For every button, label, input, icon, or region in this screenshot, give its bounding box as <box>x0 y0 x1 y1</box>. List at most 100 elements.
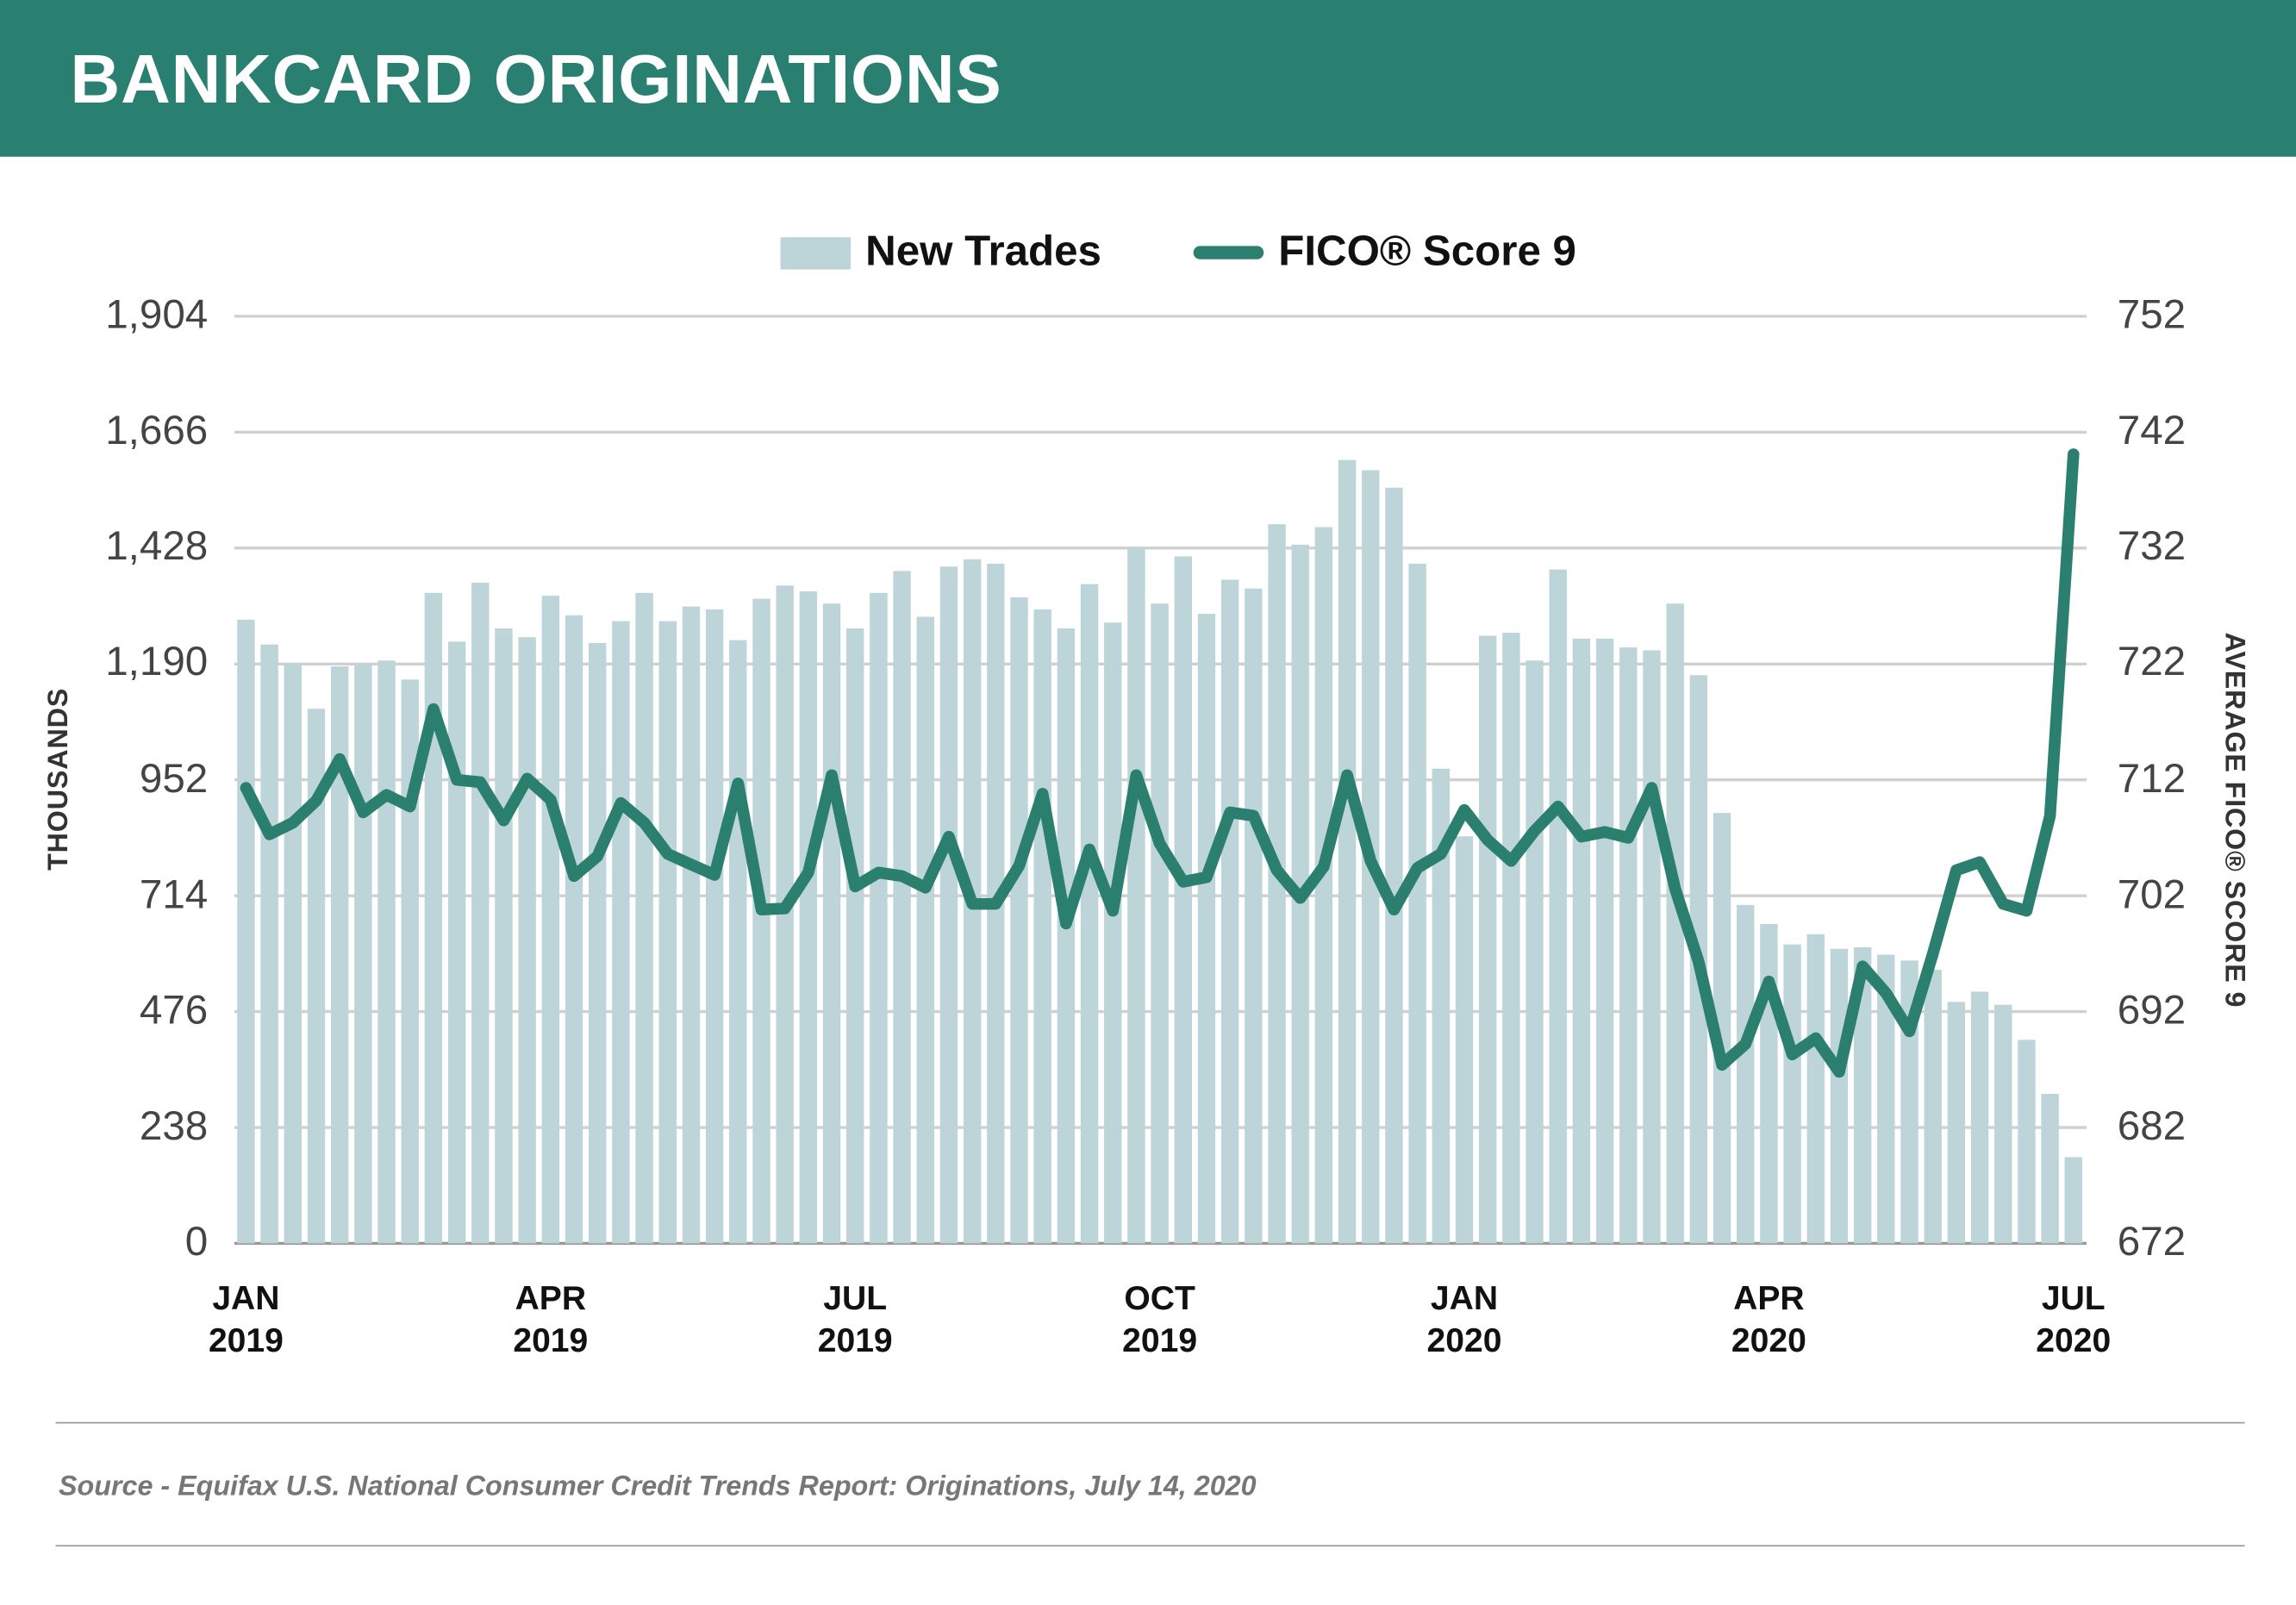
y-tick-left: 1,190 <box>105 639 209 685</box>
bar-new-trades <box>729 640 747 1244</box>
bar-new-trades <box>1127 547 1145 1244</box>
bar-new-trades <box>1666 603 1684 1244</box>
y-tick-right: 742 <box>2117 407 2187 453</box>
bar-new-trades <box>1268 524 1286 1244</box>
bar-new-trades <box>1924 970 1942 1244</box>
bar-new-trades <box>1151 603 1169 1244</box>
bar-new-trades <box>401 679 419 1244</box>
bar-new-trades <box>1760 923 1778 1244</box>
source-note: Source - Equifax U.S. National Consumer … <box>58 1471 1257 1503</box>
y-tick-left: 1,904 <box>105 291 209 337</box>
y-tick-left: 714 <box>139 871 209 916</box>
bar-new-trades <box>565 615 583 1244</box>
y-tick-right: 692 <box>2117 986 2187 1033</box>
chart-title: BANKCARD ORIGINATIONS <box>70 39 1002 117</box>
bar-new-trades <box>424 592 443 1244</box>
y-tick-left: 476 <box>139 986 209 1033</box>
y-tick-right: 682 <box>2117 1102 2187 1148</box>
bar-new-trades <box>237 619 255 1244</box>
legend-label: FICO® Score 9 <box>1278 228 1576 276</box>
x-tick-month: APR <box>1733 1278 1805 1317</box>
header-band: BANKCARD ORIGINATIONS <box>0 0 2296 157</box>
legend-item-fico: FICO® Score 9 <box>1193 228 1576 277</box>
y-tick-right: 702 <box>2117 871 2187 916</box>
x-tick: JAN 2019 <box>180 1277 312 1363</box>
bar-new-trades <box>846 628 864 1244</box>
bar-new-trades <box>1010 596 1028 1244</box>
bar-new-trades <box>1057 628 1076 1244</box>
bar-new-trades <box>2041 1094 2059 1244</box>
bar-new-trades <box>1619 647 1638 1244</box>
bar-new-trades <box>893 571 911 1244</box>
y-axis-title-left: THOUSANDS <box>43 687 75 871</box>
y-tick-right: 672 <box>2117 1218 2187 1265</box>
legend-swatch-bar <box>780 236 852 269</box>
bar-new-trades <box>1385 487 1403 1244</box>
x-tick: APR 2020 <box>1703 1277 1835 1363</box>
x-tick-month: OCT <box>1124 1278 1195 1317</box>
x-tick-year: 2020 <box>1731 1321 1806 1359</box>
x-tick-month: JUL <box>2041 1278 2106 1317</box>
bar-new-trades <box>682 606 701 1244</box>
bar-new-trades <box>447 641 466 1244</box>
bar-new-trades <box>1455 836 1474 1244</box>
x-tick-month: JAN <box>1430 1278 1499 1317</box>
bar-new-trades <box>1104 622 1122 1244</box>
x-tick-year: 2019 <box>208 1321 284 1359</box>
bar-new-trades <box>1713 813 1731 1244</box>
bar-new-trades <box>1197 614 1216 1244</box>
y-tick-left: 952 <box>139 754 209 801</box>
bar-new-trades <box>377 660 396 1244</box>
bar-new-trades <box>870 592 888 1244</box>
bar-new-trades <box>1970 991 1989 1244</box>
y-tick-left: 238 <box>139 1102 209 1148</box>
x-tick-year: 2019 <box>817 1321 893 1359</box>
bar-new-trades <box>260 644 278 1244</box>
x-tick-year: 2019 <box>513 1321 589 1359</box>
y-tick-right: 722 <box>2117 639 2187 685</box>
bar-new-trades <box>799 591 818 1244</box>
bar-new-trades <box>1174 556 1192 1244</box>
legend: New Trades FICO® Score 9 <box>0 228 2296 287</box>
bar-new-trades <box>495 628 513 1244</box>
bar-new-trades <box>635 592 653 1244</box>
bar-new-trades <box>471 582 490 1244</box>
divider <box>55 1545 2245 1547</box>
bar-new-trades <box>658 621 677 1244</box>
bar-new-trades <box>1830 948 1849 1244</box>
x-tick: APR 2019 <box>484 1277 616 1363</box>
bar-new-trades <box>1502 633 1520 1244</box>
x-tick: JAN 2020 <box>1399 1277 1531 1363</box>
bar-new-trades <box>939 566 958 1244</box>
y-tick-left: 1,428 <box>105 522 209 569</box>
y-tick-right: 732 <box>2117 522 2187 569</box>
bar-new-trades <box>1033 609 1051 1244</box>
bar-new-trades <box>612 621 630 1244</box>
bar-new-trades <box>1525 660 1544 1244</box>
bar-new-trades <box>1643 650 1661 1244</box>
bar-new-trades <box>822 603 841 1244</box>
x-tick: JUL 2020 <box>2007 1277 2139 1363</box>
x-tick-month: JAN <box>212 1278 280 1317</box>
bar-new-trades <box>541 596 560 1244</box>
bar-new-trades <box>1737 904 1755 1244</box>
x-tick: OCT 2019 <box>1094 1277 1226 1363</box>
legend-item-new-trades: New Trades <box>780 228 1101 277</box>
bar-new-trades <box>1080 584 1099 1244</box>
bar-new-trades <box>1408 563 1426 1244</box>
bar-new-trades <box>1549 569 1567 1244</box>
bar-new-trades <box>776 585 794 1244</box>
bar-new-trades <box>705 609 724 1244</box>
bar-new-trades <box>1245 588 1263 1244</box>
legend-swatch-line <box>1193 246 1264 259</box>
bar-new-trades <box>1877 954 1895 1244</box>
x-tick-year: 2020 <box>2036 1321 2112 1359</box>
y-tick-left: 1,666 <box>105 407 209 453</box>
bar-new-trades <box>1994 1004 2012 1244</box>
y-tick-left: 0 <box>184 1218 209 1265</box>
bar-new-trades <box>354 663 372 1244</box>
bar-new-trades <box>588 642 607 1244</box>
y-tick-right: 752 <box>2117 291 2187 337</box>
